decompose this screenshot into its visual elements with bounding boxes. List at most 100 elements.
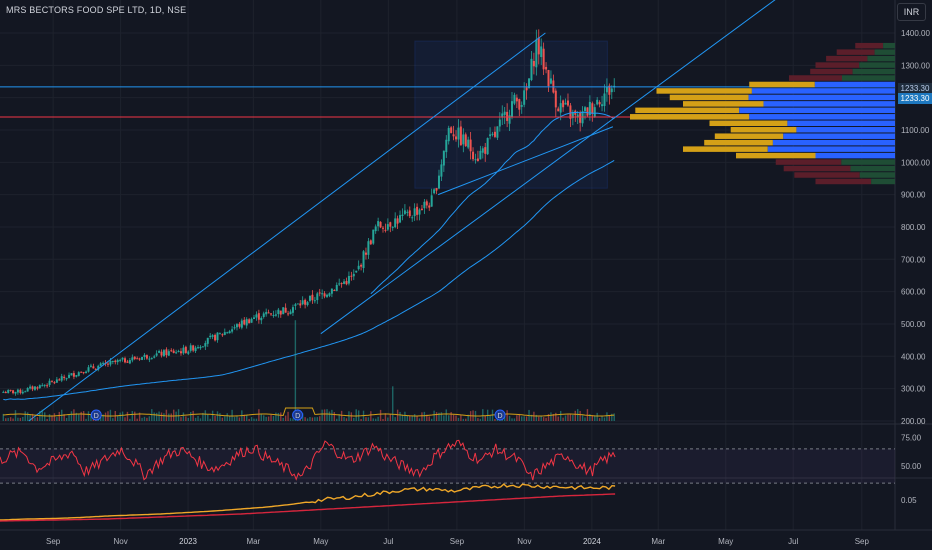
candle-body [184,346,187,353]
profile-bar-sell [714,133,784,139]
candle-body [491,133,494,135]
candle-body [7,390,10,393]
candle-body [450,127,453,134]
volume-bar [138,412,141,421]
candle-body [355,270,358,273]
candle-body [291,307,294,313]
profile-bar-buy [871,178,895,185]
time-axis-label: Nov [113,537,127,546]
candle-body [189,345,192,351]
candle-body [520,104,523,107]
rsi-line [0,439,616,481]
candle-body [265,311,268,315]
candle-body [253,317,256,319]
candle-body [109,361,112,365]
candle-body [328,293,331,296]
candle-body [29,386,32,389]
volume-bar [282,417,284,421]
candle-body [299,303,302,306]
volume-bar [438,412,440,421]
volume-bar [309,416,311,421]
candle-body [384,229,387,231]
candle-body [257,313,260,320]
candle-body [226,332,229,334]
candle-body [605,86,608,93]
candle-body [138,358,141,360]
candle-body [48,380,51,386]
profile-bar-buy [859,172,895,178]
candle-body [158,350,161,353]
profile-bar-sell [704,139,773,146]
volume-bar [209,418,211,421]
profile-bar-sell [709,120,788,127]
volume-bar [606,412,608,421]
candle-body [576,114,579,117]
candle-body [87,367,90,372]
time-axis-label: Mar [246,537,260,546]
volume-bar [202,412,204,421]
candle-body [374,226,377,232]
price-tag-upper: 1233.30 [898,83,932,94]
candle-body [233,327,236,329]
profile-bar-sell [775,159,842,165]
volume-bar [379,409,382,421]
volume-bar [406,415,409,421]
candle-body [192,345,195,351]
candle-body [347,275,350,284]
candle-body [240,320,243,328]
candle-body [296,303,299,305]
candle-body [352,273,355,277]
volume-bar [163,413,165,421]
profile-bar-buy [867,55,895,62]
candle-body [294,304,297,306]
volume-bar [426,414,428,421]
volume-bar [479,418,482,421]
candle-body [608,85,611,95]
candle-body [72,373,75,377]
profile-bar-buy [787,120,895,127]
candle-body [433,189,436,194]
candle-body [165,349,168,356]
candle-body [484,147,487,154]
price-axis-label: 700.00 [901,255,926,264]
candle-body [209,335,212,338]
volume-bar [336,418,338,421]
volume-bar [550,412,552,421]
volume-bar [17,417,19,421]
candle-body [170,350,173,352]
profile-bar-buy [850,165,895,172]
volume-bar [525,416,528,421]
volume-bar [243,414,245,421]
candle-body [367,241,370,255]
time-axis-label: 2024 [583,537,601,546]
volume-bar [530,414,533,421]
candle-body [394,218,397,228]
volume-bar [294,320,297,421]
candle-body [462,134,465,145]
volume-bar [584,417,586,421]
volume-bar [102,414,104,421]
volume-bar [121,411,124,421]
candle-body [155,353,158,356]
candle-body [279,310,282,315]
profile-bar-buy [748,94,895,101]
candle-body [218,333,221,335]
currency-button[interactable]: INR [897,3,926,21]
candle-body [36,387,39,389]
volume-bar [598,418,601,421]
candle-body [350,275,353,277]
volume-bar [238,417,241,421]
volume-bar [304,417,306,421]
volume-bar [46,418,48,421]
candle-body [452,134,455,137]
candle-body [41,385,44,387]
candle-body [377,221,380,227]
candle-body [267,312,270,314]
volume-bar [409,415,411,421]
candle-body [518,99,521,110]
profile-bar-buy [859,62,895,68]
candle-body [386,224,389,230]
candle-body [528,78,531,89]
candle-body [447,127,450,142]
